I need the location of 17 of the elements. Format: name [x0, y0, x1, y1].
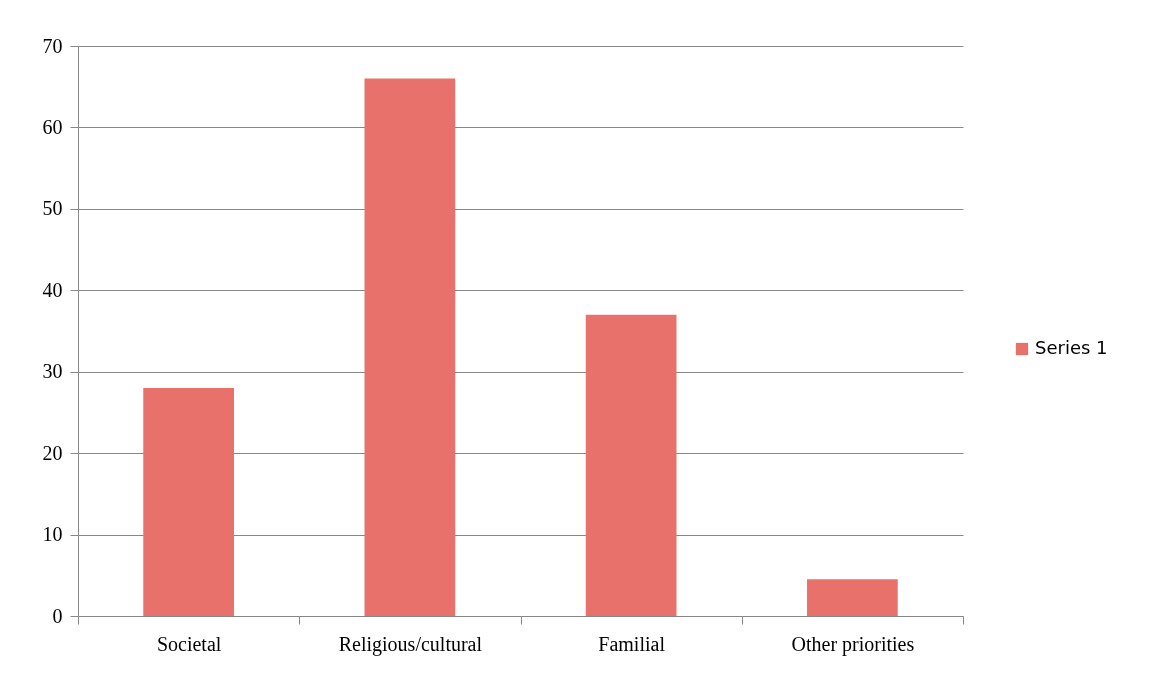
y-tick-label: 40 — [42, 278, 63, 301]
bar — [364, 78, 456, 616]
y-tick-label: 50 — [42, 197, 63, 220]
y-tick-label: 60 — [42, 115, 63, 138]
y-tick-label: 70 — [42, 34, 63, 57]
x-tick-label: Religious/cultural — [338, 632, 483, 656]
bar — [585, 314, 677, 616]
bar — [143, 388, 234, 616]
y-tick-label: 20 — [42, 441, 63, 464]
bar — [807, 579, 898, 616]
legend-label: Series 1 — [1035, 337, 1108, 358]
x-tick-label: Familial — [598, 632, 666, 655]
y-tick-label: 10 — [42, 523, 63, 546]
x-tick-label: Other priorities — [791, 632, 915, 656]
y-tick-label: 30 — [42, 360, 63, 383]
x-tick-label: Societal — [156, 632, 222, 655]
y-tick-label: 0 — [52, 604, 63, 627]
